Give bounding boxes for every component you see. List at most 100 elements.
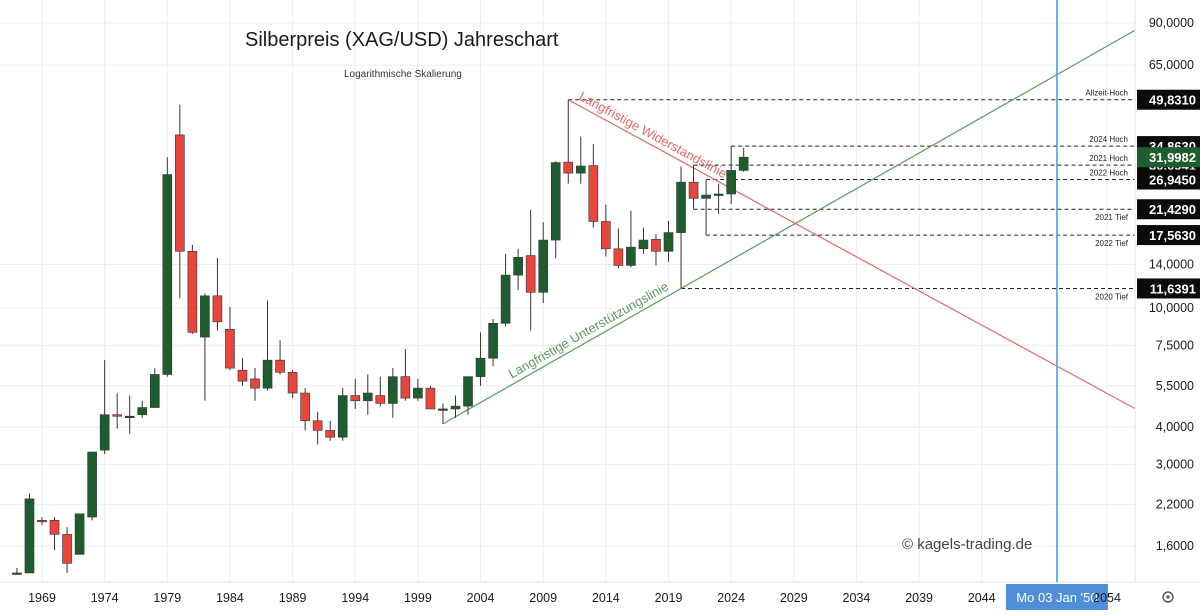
candle-body: [713, 193, 724, 196]
price-badge: [1137, 225, 1200, 246]
candle-1970[interactable]: [49, 517, 60, 551]
candle-1967[interactable]: [12, 568, 22, 575]
candle-1973[interactable]: [87, 451, 97, 521]
x-tick-label: 1989: [279, 591, 307, 605]
candle-1998[interactable]: [400, 349, 411, 401]
candle-2013[interactable]: [588, 144, 599, 228]
candle-body: [663, 232, 674, 252]
trend-line[interactable]: [442, 29, 1136, 425]
candle-1975[interactable]: [112, 393, 122, 429]
price-badge-text: 49,8310: [1149, 93, 1196, 108]
candle-1988[interactable]: [275, 340, 285, 375]
level-label: 2021 Tief: [1095, 213, 1129, 222]
candle-1984[interactable]: [225, 306, 235, 371]
time-axis[interactable]: 1969 1974 1979 1984 1989 1994 1999 2004 2009 2014…: [28, 591, 1121, 605]
y-tick-label: 4,0000: [1156, 420, 1194, 434]
candle-2021[interactable]: [688, 165, 699, 210]
candle-body: [475, 357, 486, 377]
candle-1969[interactable]: [37, 517, 47, 526]
watermark: © kagels-trading.de: [902, 536, 1032, 553]
candle-2015[interactable]: [613, 228, 624, 269]
candle-1968[interactable]: [24, 493, 35, 574]
candle-2003[interactable]: [463, 376, 473, 415]
candle-2007[interactable]: [513, 248, 523, 291]
candle-2020[interactable]: [676, 166, 686, 289]
candle-2024[interactable]: [726, 146, 736, 205]
candle-1992[interactable]: [325, 420, 335, 441]
x-tick-label: 2034: [843, 591, 871, 605]
candle-2025[interactable]: [738, 147, 749, 172]
candle-body: [124, 415, 135, 418]
chart-settings-button[interactable]: [1162, 591, 1174, 603]
candle-body: [362, 392, 373, 402]
candle-2004[interactable]: [475, 332, 486, 386]
candle-1986[interactable]: [250, 368, 260, 401]
candle-1979[interactable]: [162, 157, 173, 377]
candle-body: [350, 395, 361, 402]
candle-1971[interactable]: [62, 527, 72, 573]
price-axis[interactable]: 90,0000 65,0000 14,0000 10,0000 7,5000 5,5000…: [1137, 16, 1200, 553]
candle-body: [500, 274, 511, 324]
level-label: 2024 Hoch: [1089, 135, 1128, 144]
candle-1972[interactable]: [74, 513, 85, 555]
candle-1976[interactable]: [124, 395, 135, 434]
gear-icon[interactable]: [1162, 591, 1174, 603]
candle-2016[interactable]: [626, 210, 636, 268]
level-label: Allzeit-Hoch: [1085, 89, 1128, 98]
candle-body: [112, 414, 122, 417]
candle-1989[interactable]: [287, 370, 298, 399]
candles: [12, 99, 749, 575]
y-tick-label: 65,0000: [1149, 58, 1194, 72]
candle-body: [237, 369, 248, 382]
candle-body: [450, 405, 461, 410]
candle-1974[interactable]: [99, 360, 110, 455]
candle-2006[interactable]: [500, 253, 511, 327]
y-tick-label: 2,2000: [1156, 498, 1194, 512]
price-badge: [1137, 278, 1200, 299]
candle-2002[interactable]: [450, 395, 461, 418]
candle-2014[interactable]: [601, 204, 611, 257]
candle-1999[interactable]: [413, 378, 423, 401]
candle-2009[interactable]: [538, 222, 549, 304]
candle-2012[interactable]: [575, 136, 586, 184]
candle-2017[interactable]: [638, 227, 649, 254]
candle-1996[interactable]: [375, 376, 386, 407]
candle-2022[interactable]: [701, 179, 711, 236]
candle-2011[interactable]: [563, 99, 574, 184]
candle-1993[interactable]: [337, 388, 348, 441]
candle-body: [37, 520, 47, 523]
candle-body: [463, 376, 473, 407]
candle-1997[interactable]: [388, 368, 398, 418]
candle-body: [200, 295, 210, 338]
candle-2001[interactable]: [438, 403, 448, 424]
candle-1995[interactable]: [362, 374, 373, 415]
candle-1990[interactable]: [300, 388, 310, 431]
candle-1983[interactable]: [212, 258, 223, 331]
candle-2018[interactable]: [651, 234, 661, 266]
candle-1991[interactable]: [312, 411, 323, 445]
candle-body: [87, 451, 97, 518]
candle-body: [250, 378, 260, 389]
candle-2023[interactable]: [713, 183, 724, 214]
candle-1981[interactable]: [187, 244, 198, 334]
crosshair-date-badge: [1005, 584, 1108, 610]
trend-line[interactable]: [567, 99, 1136, 410]
level-lines: Allzeit-Hoch 2024 Hoch 2021 Hoch 2022 Hoch 2…: [568, 89, 1135, 301]
x-tick-label: 2054: [1093, 591, 1121, 605]
candle-2010[interactable]: [550, 161, 561, 259]
candle-1977[interactable]: [137, 400, 148, 418]
candle-1980[interactable]: [175, 104, 185, 299]
candle-1982[interactable]: [200, 293, 210, 401]
candle-1994[interactable]: [350, 378, 361, 409]
candle-1978[interactable]: [149, 368, 160, 408]
candle-2005[interactable]: [488, 318, 498, 367]
candle-1987[interactable]: [262, 300, 273, 391]
candle-2000[interactable]: [425, 385, 436, 410]
candle-1985[interactable]: [237, 358, 248, 386]
y-tick-label: 5,5000: [1156, 379, 1194, 393]
x-tick-label: 2009: [529, 591, 557, 605]
candle-2019[interactable]: [663, 220, 674, 262]
candle-2008[interactable]: [525, 210, 536, 331]
